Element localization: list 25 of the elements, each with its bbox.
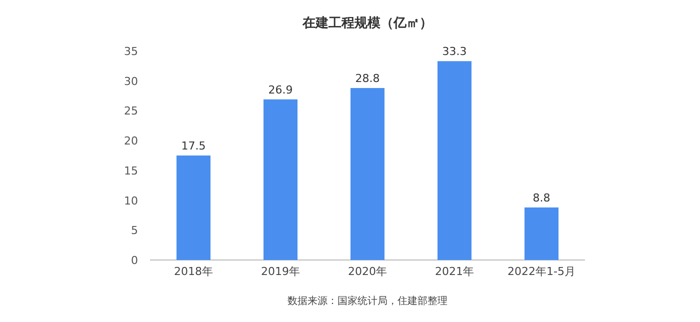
x-tick-label: 2022年1-5月 [508,265,576,278]
bar [350,88,384,260]
bar [438,61,472,260]
source-note: 数据来源：国家统计局，住建部整理 [288,295,448,307]
x-tick-label: 2021年 [435,265,474,278]
y-tick-label: 35 [124,45,138,58]
bar [264,99,298,260]
bar [176,156,210,260]
x-tick-label: 2019年 [261,265,300,278]
data-label: 17.5 [181,140,206,152]
y-tick-label: 20 [124,134,138,148]
data-label: 33.3 [442,45,467,58]
y-tick-label: 5 [131,224,138,238]
y-tick-label: 15 [124,164,138,178]
data-label: 28.8 [355,72,380,86]
y-tick-label: 25 [124,104,138,118]
y-tick-label: 0 [131,254,138,267]
chart-title: 在建工程规模（亿㎡） [302,16,432,31]
x-tick-label: 2018年 [174,265,213,278]
bar [524,207,558,260]
x-tick-label: 2020年 [348,265,387,278]
y-tick-label: 30 [124,74,138,88]
data-label: 26.9 [268,83,293,96]
data-label: 8.8 [532,191,550,204]
y-tick-label: 10 [124,194,138,208]
